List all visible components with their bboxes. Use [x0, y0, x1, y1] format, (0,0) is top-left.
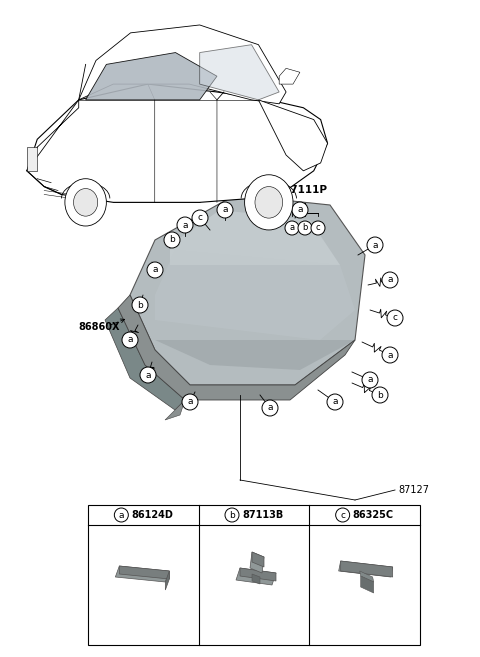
Polygon shape [130, 195, 365, 385]
Circle shape [387, 310, 403, 326]
Circle shape [182, 394, 198, 410]
Text: 87127: 87127 [398, 485, 429, 495]
Polygon shape [252, 552, 264, 567]
Text: a: a [187, 397, 193, 407]
Circle shape [382, 272, 398, 288]
Circle shape [336, 508, 349, 522]
Circle shape [285, 221, 299, 235]
Polygon shape [360, 571, 373, 582]
Circle shape [245, 175, 293, 230]
Polygon shape [155, 250, 355, 340]
Polygon shape [339, 561, 393, 577]
Text: a: a [222, 206, 228, 214]
Polygon shape [27, 84, 327, 202]
Circle shape [217, 202, 233, 218]
Polygon shape [105, 308, 185, 410]
Polygon shape [170, 210, 340, 265]
Text: a: a [387, 350, 393, 359]
Circle shape [177, 217, 193, 233]
Text: a: a [289, 223, 295, 233]
Text: 86124D: 86124D [132, 510, 173, 520]
Circle shape [292, 202, 308, 218]
Polygon shape [118, 295, 355, 400]
Circle shape [73, 189, 98, 216]
Text: b: b [137, 300, 143, 309]
Text: a: a [182, 221, 188, 229]
Polygon shape [252, 574, 260, 584]
Text: a: a [367, 376, 373, 384]
Text: 86325C: 86325C [353, 510, 394, 520]
Text: a: a [152, 265, 158, 275]
Circle shape [311, 221, 325, 235]
Text: 86860X: 86860X [78, 322, 120, 332]
Circle shape [132, 297, 148, 313]
Polygon shape [258, 100, 327, 171]
Circle shape [255, 187, 283, 218]
Text: b: b [169, 235, 175, 244]
Text: a: a [372, 240, 378, 250]
Text: b: b [377, 390, 383, 399]
Polygon shape [279, 68, 300, 84]
Polygon shape [27, 147, 37, 171]
Polygon shape [155, 340, 355, 370]
Text: a: a [119, 510, 124, 520]
Circle shape [298, 221, 312, 235]
Circle shape [140, 367, 156, 383]
Text: c: c [316, 223, 320, 233]
Circle shape [367, 237, 383, 253]
Text: 87113B: 87113B [242, 510, 283, 520]
Text: c: c [393, 313, 397, 323]
Text: a: a [297, 206, 303, 214]
Text: a: a [267, 403, 273, 413]
Circle shape [362, 372, 378, 388]
Polygon shape [115, 566, 169, 582]
Polygon shape [341, 561, 393, 577]
Text: c: c [197, 214, 203, 223]
Circle shape [262, 400, 278, 416]
Text: a: a [127, 336, 133, 344]
Text: b: b [302, 223, 308, 233]
Polygon shape [200, 45, 279, 100]
Circle shape [122, 332, 138, 348]
Circle shape [147, 262, 163, 278]
Circle shape [382, 347, 398, 363]
Polygon shape [79, 25, 286, 104]
Text: a: a [145, 371, 151, 380]
Circle shape [65, 179, 107, 226]
Circle shape [327, 394, 343, 410]
Circle shape [114, 508, 128, 522]
FancyBboxPatch shape [88, 505, 420, 645]
Circle shape [225, 508, 239, 522]
Text: a: a [332, 397, 338, 407]
Polygon shape [120, 566, 169, 579]
Polygon shape [240, 568, 276, 581]
Text: c: c [340, 510, 345, 520]
Polygon shape [85, 53, 217, 100]
Polygon shape [165, 571, 169, 590]
Text: 87111P: 87111P [283, 185, 327, 195]
Circle shape [372, 387, 388, 403]
Polygon shape [27, 100, 79, 171]
Polygon shape [250, 552, 264, 573]
Polygon shape [360, 576, 373, 593]
Circle shape [192, 210, 208, 226]
Text: b: b [229, 510, 235, 520]
Circle shape [164, 232, 180, 248]
Polygon shape [236, 568, 276, 585]
Text: a: a [387, 275, 393, 284]
Polygon shape [165, 400, 185, 420]
